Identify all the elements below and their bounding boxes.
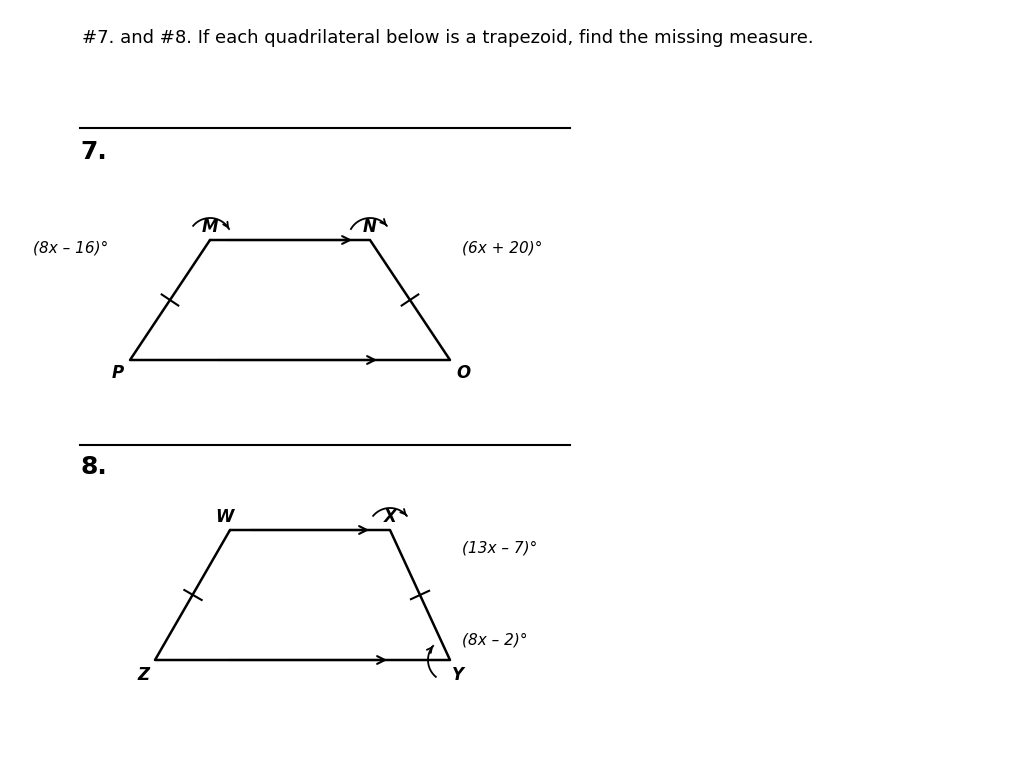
Text: N: N bbox=[364, 218, 377, 236]
Text: Z: Z bbox=[137, 666, 150, 684]
Text: (13x – 7)°: (13x – 7)° bbox=[462, 541, 538, 556]
Text: Y: Y bbox=[452, 666, 464, 684]
Text: P: P bbox=[112, 364, 124, 382]
Text: O: O bbox=[456, 364, 470, 382]
Text: X: X bbox=[384, 508, 396, 526]
Text: 7.: 7. bbox=[80, 140, 106, 164]
Text: (8x – 2)°: (8x – 2)° bbox=[462, 632, 527, 647]
Text: (6x + 20)°: (6x + 20)° bbox=[462, 241, 543, 255]
Text: #7. and #8. If each quadrilateral below is a trapezoid, find the missing measure: #7. and #8. If each quadrilateral below … bbox=[82, 29, 813, 47]
Text: (8x – 16)°: (8x – 16)° bbox=[33, 241, 108, 255]
Text: W: W bbox=[215, 508, 233, 526]
Text: 8.: 8. bbox=[80, 455, 106, 479]
Text: M: M bbox=[202, 218, 218, 236]
